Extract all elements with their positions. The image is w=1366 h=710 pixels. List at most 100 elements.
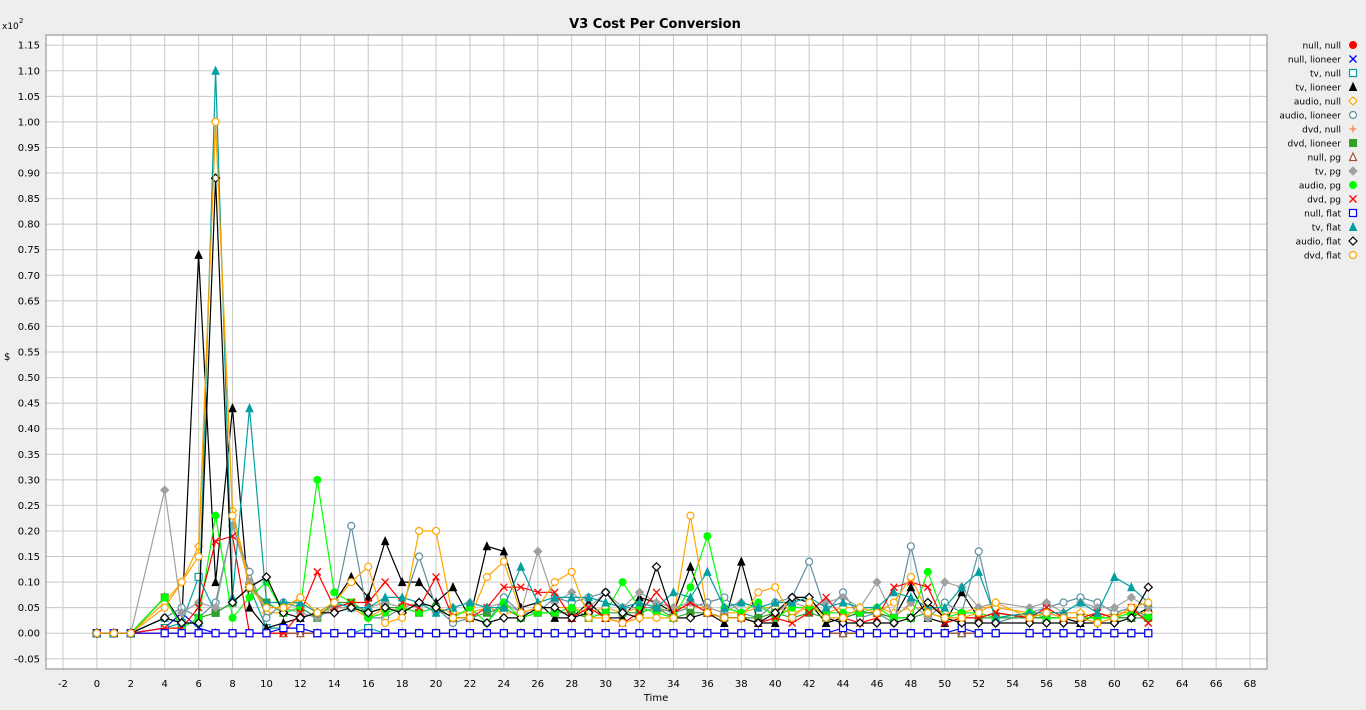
data-point-dvd-flat	[720, 613, 729, 622]
data-point-tv-flat	[1110, 571, 1119, 581]
x-tick-label: 68	[1244, 679, 1257, 690]
x-tick-label: 56	[1040, 679, 1053, 690]
legend-item-dvd-null[interactable]: dvd, null	[1302, 125, 1357, 136]
y-tick-label: 0.25	[18, 501, 40, 512]
data-point-null-flat	[737, 629, 746, 638]
legend-label: null, null	[1302, 42, 1341, 52]
x-tick-label: 62	[1142, 679, 1155, 690]
legend-item-dvd-lioneer[interactable]: dvd, lioneer	[1288, 139, 1357, 150]
y-tick-label: 0.85	[18, 194, 40, 205]
data-point-tv-flat	[957, 582, 967, 592]
data-point-dvd-pg	[296, 608, 305, 617]
data-point-tv-pg	[940, 577, 950, 587]
data-point-audio-lioneer	[906, 542, 915, 551]
data-point-tv-flat	[550, 592, 560, 602]
legend-marker-audio-null	[1348, 96, 1358, 106]
data-point-tv-flat	[770, 597, 780, 607]
legend-item-null-flat[interactable]: null, flat	[1304, 208, 1358, 220]
x-tick-label: 30	[599, 679, 612, 690]
data-point-dvd-flat	[1025, 613, 1034, 622]
data-point-tv-pg	[1109, 602, 1120, 613]
legend-item-tv-flat[interactable]: tv, flat	[1312, 221, 1358, 234]
data-point-audio-flat	[770, 607, 781, 618]
data-point-dvd-flat	[855, 603, 865, 612]
data-point-null-flat	[1093, 629, 1102, 638]
data-point-null-flat	[1042, 629, 1051, 638]
data-point-audio-flat	[922, 597, 933, 608]
legend-marker-dvd-flat	[1348, 250, 1358, 260]
legend-item-null-lioneer[interactable]: null, lioneer	[1288, 55, 1357, 66]
data-point-audio-flat	[261, 572, 272, 582]
data-point-dvd-flat	[805, 598, 814, 607]
data-point-tv-flat	[499, 602, 509, 612]
data-point-dvd-flat	[330, 598, 339, 607]
legend-item-audio-null[interactable]: audio, null	[1294, 96, 1358, 108]
data-point-dvd-flat	[228, 511, 237, 520]
x-tick-label: 12	[294, 679, 307, 690]
data-point-tv-flat	[482, 602, 492, 612]
data-point-null-flat	[991, 629, 1000, 638]
data-point-null-flat	[313, 629, 322, 638]
x-tick-label: 14	[328, 679, 341, 690]
data-point-dvd-flat	[245, 583, 254, 592]
data-point-tv-flat	[601, 597, 610, 607]
x-tick-label: 0	[94, 679, 100, 690]
data-point-audio-flat	[973, 618, 984, 628]
y-axis-label: $	[4, 352, 10, 363]
data-point-dvd-flat	[1059, 613, 1068, 622]
data-point-dvd-flat	[160, 603, 169, 612]
data-point-null-flat	[177, 629, 186, 638]
data-point-tv-flat	[974, 566, 983, 576]
data-point-dvd-flat	[1093, 618, 1102, 628]
data-point-null-flat	[245, 629, 254, 638]
data-point-dvd-flat	[1127, 603, 1136, 612]
legend-marker-tv-lioneer	[1348, 81, 1358, 91]
x-tick-label: 40	[769, 679, 782, 690]
data-point-dvd-flat	[414, 526, 424, 536]
data-point-dvd-flat	[126, 629, 135, 638]
legend-item-audio-flat[interactable]: audio, flat	[1296, 236, 1358, 248]
data-point-dvd-flat	[906, 572, 915, 582]
data-point-null-flat	[550, 629, 559, 638]
data-point-tv-flat	[1127, 582, 1136, 592]
legend-marker-dvd-lioneer	[1349, 139, 1357, 147]
data-point-null-flat	[652, 629, 661, 638]
data-point-tv-lioneer	[957, 587, 967, 597]
legend-item-dvd-pg[interactable]: dvd, pg	[1307, 195, 1357, 206]
legend-item-null-pg[interactable]: null, pg	[1307, 151, 1358, 164]
data-point-null-flat	[906, 629, 915, 638]
legend-item-dvd-flat[interactable]: dvd, flat	[1304, 250, 1358, 262]
data-point-null-flat	[618, 629, 627, 638]
data-point-dvd-pg	[771, 613, 780, 622]
legend-item-tv-null[interactable]: tv, null	[1310, 68, 1358, 80]
data-point-null-flat	[160, 629, 169, 638]
series-group[interactable]	[92, 65, 1154, 639]
x-tick-label: 58	[1074, 679, 1087, 690]
data-point-audio-lioneer	[262, 613, 271, 622]
data-point-tv-flat	[296, 597, 305, 607]
data-point-tv-lioneer	[720, 617, 729, 627]
data-point-null-flat	[1110, 629, 1119, 638]
legend-item-audio-pg[interactable]: audio, pg	[1299, 181, 1357, 192]
data-point-audio-flat	[380, 602, 391, 613]
legend-item-tv-pg[interactable]: tv, pg	[1315, 166, 1358, 178]
data-point-audio-flat	[1143, 582, 1154, 593]
legend[interactable]: null, null null, lioneer tv, null tv, lione…	[1279, 41, 1358, 262]
x-tick-label: 18	[396, 679, 409, 690]
legend-label: dvd, null	[1302, 126, 1341, 136]
data-point-null-flat	[364, 629, 373, 638]
legend-item-tv-lioneer[interactable]: tv, lioneer	[1295, 81, 1358, 94]
data-point-dvd-flat	[431, 526, 441, 536]
data-point-audio-flat	[1126, 613, 1137, 623]
legend-item-audio-lioneer[interactable]: audio, lioneer	[1279, 110, 1358, 122]
data-point-null-flat	[381, 629, 390, 638]
legend-item-null-null[interactable]: null, null	[1302, 41, 1357, 52]
series-dvd-flat[interactable]	[92, 117, 1153, 638]
data-point-tv-flat	[838, 597, 848, 607]
data-point-null-flat	[516, 629, 525, 638]
data-point-audio-flat	[159, 613, 170, 623]
series-null-flat[interactable]	[92, 623, 1153, 638]
x-axis-label: Time	[643, 693, 668, 704]
data-point-dvd-flat	[788, 613, 797, 622]
